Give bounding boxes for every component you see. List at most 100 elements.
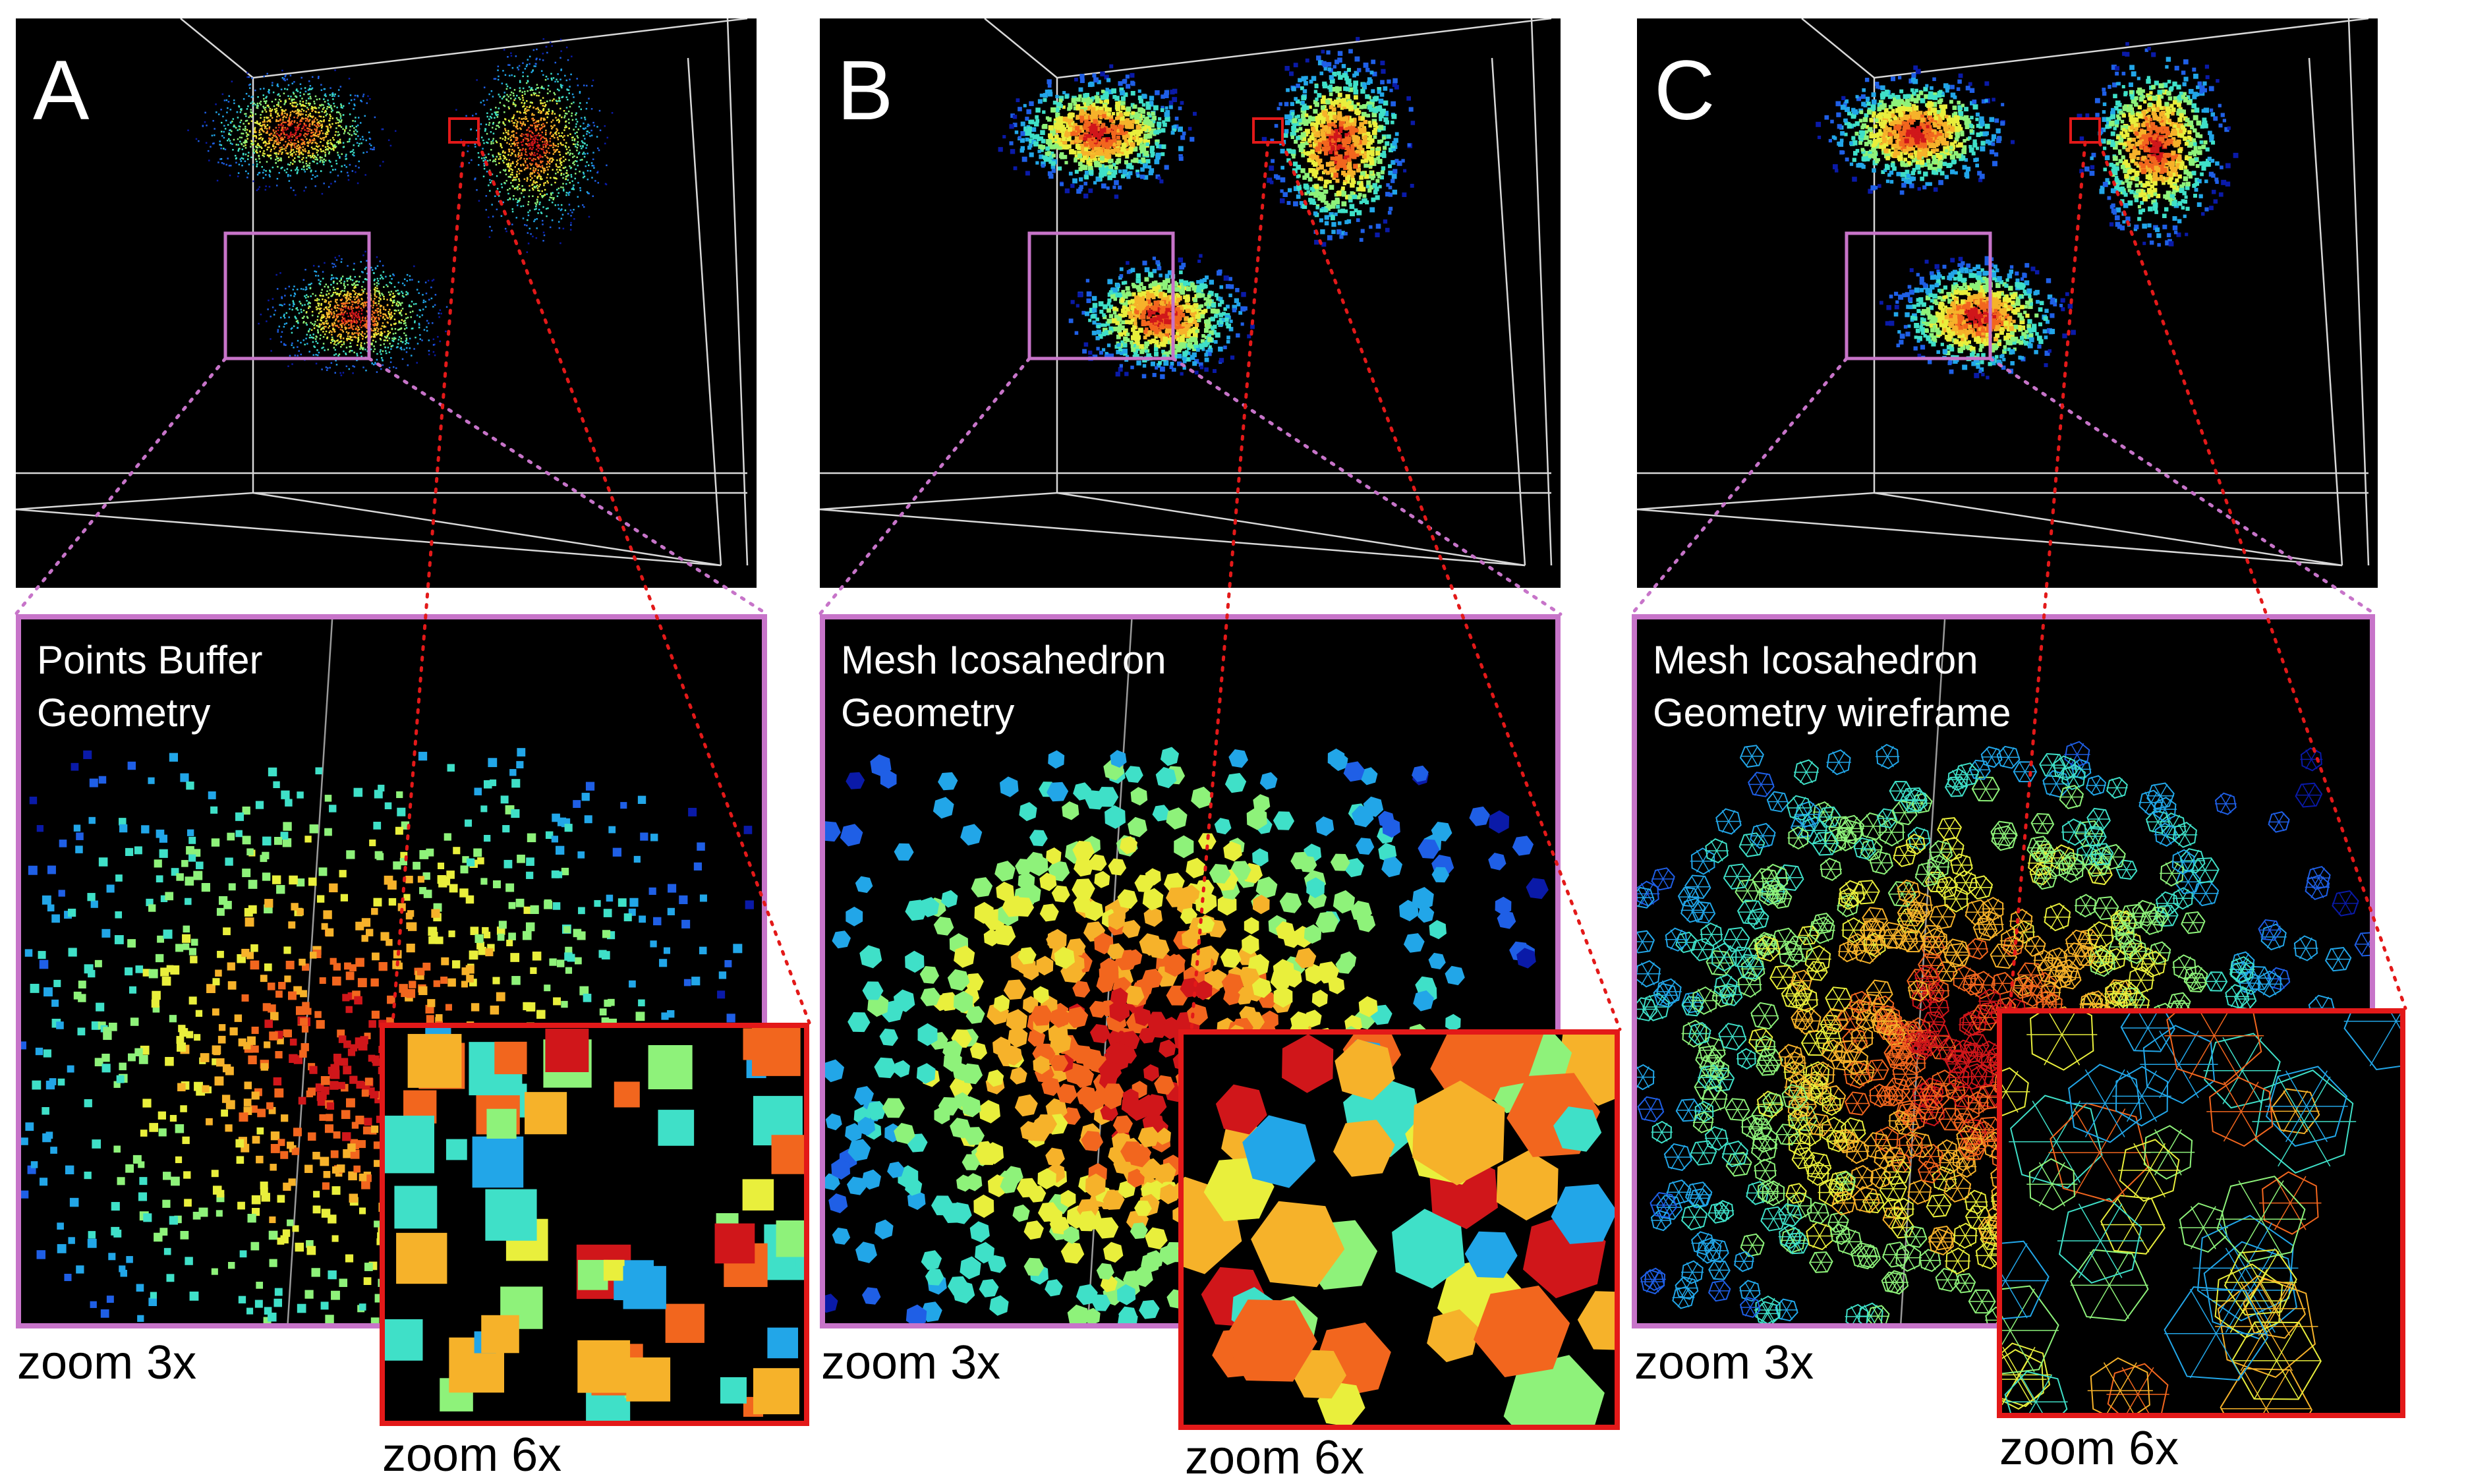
particle — [250, 142, 252, 145]
particle — [515, 155, 517, 157]
particle — [341, 329, 343, 331]
particle — [401, 282, 404, 285]
particle — [277, 331, 279, 333]
particle — [562, 167, 565, 169]
particle — [281, 112, 283, 115]
particle — [255, 122, 257, 124]
particle — [407, 292, 409, 294]
particle — [314, 156, 316, 158]
particle — [438, 878, 447, 888]
particle — [368, 1054, 376, 1062]
particle — [340, 282, 342, 284]
particle — [237, 172, 240, 174]
particle — [372, 339, 374, 341]
particle — [304, 289, 306, 291]
particle — [526, 63, 529, 66]
particle — [268, 106, 270, 108]
particle — [490, 142, 492, 145]
particle — [520, 141, 523, 144]
particle — [268, 142, 271, 144]
particle — [268, 140, 270, 143]
particle — [565, 79, 568, 82]
particle — [380, 299, 382, 300]
particle — [281, 136, 283, 139]
particle — [268, 154, 271, 157]
particle — [326, 125, 328, 128]
particle — [290, 141, 292, 144]
particle — [507, 100, 510, 102]
particle — [335, 277, 337, 279]
particle — [344, 285, 346, 288]
particle — [383, 298, 385, 300]
particle — [281, 296, 283, 299]
particle — [349, 335, 351, 337]
particle — [509, 94, 511, 96]
particle — [334, 349, 337, 351]
particle — [301, 138, 304, 140]
particle — [558, 115, 561, 117]
particle — [243, 98, 245, 100]
particle — [373, 279, 376, 281]
particle — [253, 152, 255, 154]
particle — [324, 152, 326, 154]
particle — [231, 130, 233, 132]
particle — [339, 156, 341, 158]
particle — [309, 306, 311, 308]
particle — [550, 125, 552, 127]
particle — [299, 92, 301, 94]
particle — [306, 127, 308, 129]
particle — [163, 1247, 171, 1255]
particle — [331, 340, 333, 343]
particle — [265, 142, 267, 144]
particle — [571, 55, 573, 57]
particle — [308, 80, 310, 82]
particle — [89, 778, 98, 787]
particle — [373, 148, 375, 151]
particle — [511, 142, 513, 145]
particle — [293, 285, 295, 287]
particle — [295, 110, 297, 112]
particle — [362, 302, 364, 304]
particle — [292, 289, 295, 291]
particle — [503, 49, 505, 51]
particle — [550, 121, 553, 123]
particle — [383, 308, 385, 310]
particle — [270, 115, 272, 117]
particle — [331, 109, 333, 111]
particle — [380, 349, 382, 351]
particle — [387, 139, 390, 141]
particle — [484, 154, 486, 156]
particle — [308, 165, 310, 167]
particle — [511, 208, 513, 210]
particle — [292, 92, 295, 94]
particle — [394, 328, 397, 330]
particle — [328, 293, 330, 295]
particle — [546, 215, 548, 217]
particle — [256, 122, 258, 125]
particle — [555, 871, 563, 878]
particle — [533, 186, 536, 188]
particle — [364, 288, 366, 290]
particle — [559, 166, 561, 168]
particle — [544, 103, 547, 106]
particle — [282, 125, 284, 127]
particle — [471, 1003, 480, 1012]
particle — [312, 107, 314, 109]
particle — [349, 113, 351, 115]
particle — [250, 146, 252, 148]
particle — [108, 1253, 116, 1261]
particle — [365, 369, 367, 372]
particle — [318, 133, 320, 136]
particle — [328, 309, 330, 311]
particle — [559, 100, 561, 102]
particle — [376, 333, 379, 335]
particle — [477, 152, 480, 154]
particle — [438, 316, 440, 318]
particle — [556, 845, 565, 855]
particle — [507, 199, 509, 201]
particle — [279, 100, 282, 102]
particle — [357, 344, 359, 347]
particle — [344, 130, 346, 132]
particle — [426, 320, 428, 322]
particle — [269, 119, 271, 121]
